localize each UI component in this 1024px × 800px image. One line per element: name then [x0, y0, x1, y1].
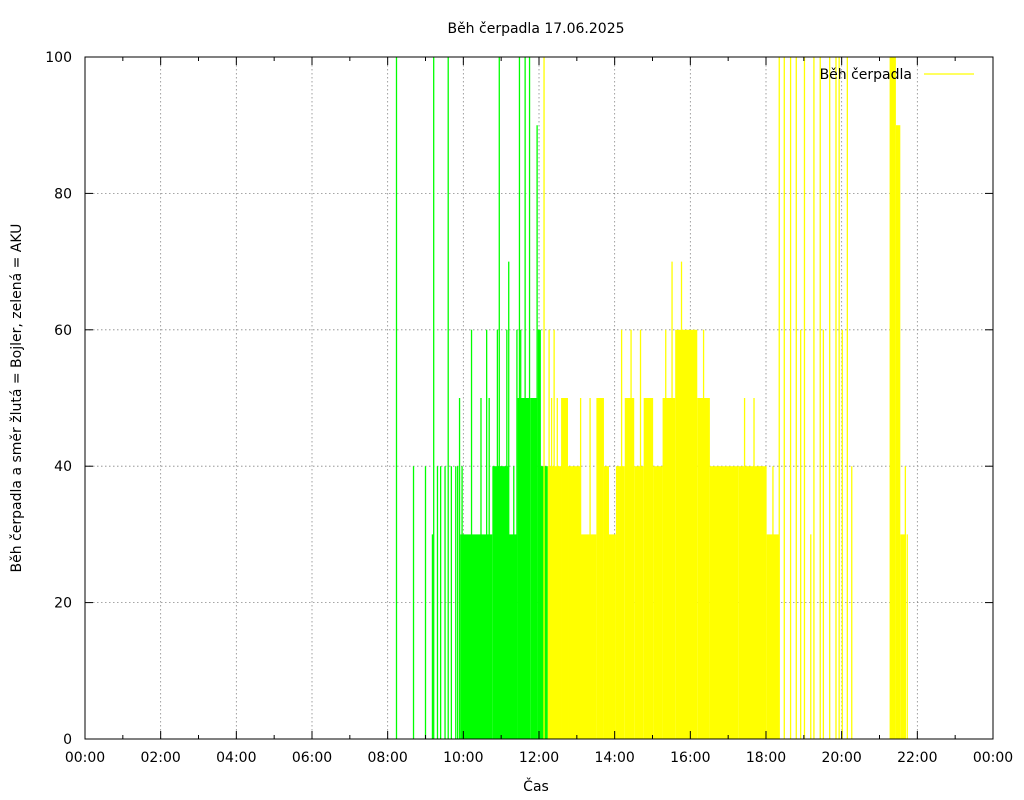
legend-label: Běh čerpadla — [820, 67, 912, 83]
data-block — [530, 398, 538, 739]
x-tick-label: 12:00 — [519, 750, 559, 766]
data-block — [568, 466, 581, 739]
data-block — [675, 329, 698, 739]
data-block — [889, 57, 896, 739]
x-tick-label: 04:00 — [216, 750, 256, 766]
x-tick-label: 00:00 — [973, 750, 1013, 766]
x-tick-label: 06:00 — [292, 750, 332, 766]
y-tick-label: 60 — [54, 323, 72, 339]
y-tick-label: 20 — [54, 596, 72, 612]
x-tick-label: 14:00 — [594, 750, 634, 766]
data-block — [895, 125, 901, 739]
y-tick-label: 0 — [63, 732, 72, 748]
plot-frame — [84, 56, 994, 740]
data-block — [709, 466, 739, 739]
chart-title: Běh čerpadla 17.06.2025 — [447, 21, 624, 37]
data-block — [900, 534, 906, 739]
x-tick-label: 18:00 — [746, 750, 786, 766]
y-axis-label: Běh čerpadla a směr žlutá = Bojler, zele… — [9, 224, 25, 573]
data-block — [608, 534, 616, 739]
data-block — [738, 466, 755, 739]
x-tick-label: 10:00 — [443, 750, 483, 766]
data-block — [643, 398, 654, 739]
data-block — [634, 466, 644, 739]
x-axis-label: Čas — [523, 777, 549, 795]
data-block — [580, 534, 597, 739]
series-bojler — [543, 57, 908, 739]
x-tick-label: 22:00 — [897, 750, 937, 766]
x-tick-label: 16:00 — [670, 750, 710, 766]
y-tick-label: 40 — [54, 459, 72, 475]
data-block — [662, 398, 676, 739]
y-tick-label: 80 — [54, 186, 72, 202]
ticks: 0 20 40 60 80 100 00:00 02:00 04:00 06:00 08:00 10:… — [45, 50, 1013, 766]
series-aku — [395, 57, 548, 739]
y-tick-label: 100 — [45, 50, 72, 66]
x-tick-label: 20:00 — [821, 750, 861, 766]
x-tick-label: 00:00 — [65, 750, 105, 766]
x-tick-label: 08:00 — [367, 750, 407, 766]
data-block — [561, 398, 569, 739]
data-block — [653, 466, 663, 739]
data-block — [615, 466, 625, 739]
data-block — [460, 534, 493, 739]
x-tick-label: 02:00 — [140, 750, 180, 766]
legend: Běh čerpadla — [820, 67, 974, 83]
data-block — [537, 329, 541, 739]
data-block — [624, 398, 635, 739]
plot-data — [395, 57, 908, 739]
data-block — [603, 466, 609, 739]
